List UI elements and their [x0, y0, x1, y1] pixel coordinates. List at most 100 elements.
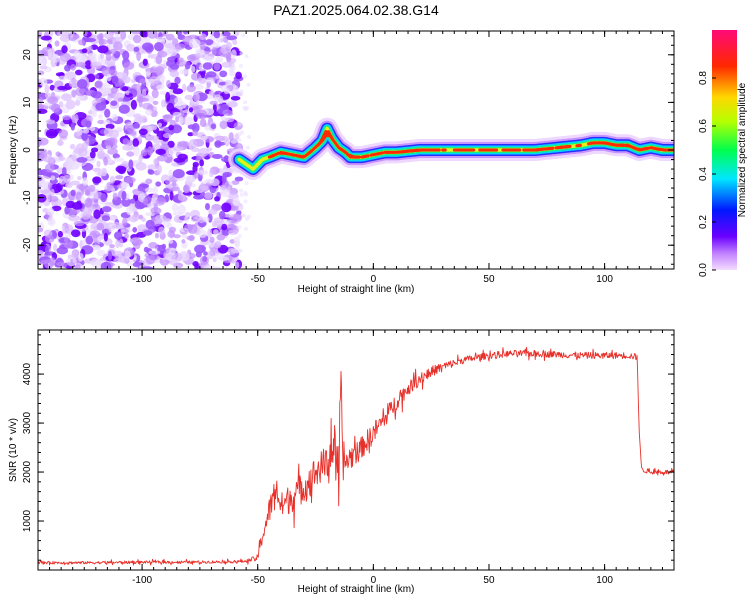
noise-point	[71, 250, 79, 260]
noise-point	[85, 120, 92, 128]
noise-point	[132, 214, 140, 222]
noise-point	[158, 226, 165, 235]
noise-point	[118, 104, 130, 114]
noise-point	[110, 215, 115, 221]
noise-point	[97, 171, 105, 177]
noise-point	[126, 151, 135, 157]
noise-point	[54, 40, 60, 47]
y-tick-label: 0	[22, 147, 33, 153]
noise-point	[190, 147, 200, 152]
noise-point	[237, 122, 242, 127]
noise-point	[96, 151, 104, 157]
noise-point	[222, 31, 231, 37]
noise-point	[199, 159, 205, 167]
noise-point	[162, 114, 174, 119]
noise-point	[69, 143, 76, 150]
noise-point	[244, 181, 249, 186]
noise-point	[237, 138, 242, 143]
noise-point	[70, 180, 80, 186]
noise-point	[232, 197, 240, 207]
colorbar-tick-label: 0.2	[698, 215, 709, 229]
y-tick-label: 10	[22, 96, 33, 108]
noise-point	[105, 53, 112, 61]
noise-point	[90, 258, 102, 268]
noise-point	[115, 175, 124, 180]
noise-point	[186, 170, 197, 175]
noise-point	[141, 217, 146, 222]
noise-point	[199, 118, 207, 128]
noise-point	[239, 192, 244, 197]
noise-point	[212, 154, 223, 159]
noise-point	[90, 61, 103, 70]
noise-point	[46, 207, 55, 216]
noise-point	[93, 245, 101, 251]
noise-point	[38, 182, 48, 188]
noise-point	[167, 140, 175, 148]
noise-point	[232, 39, 238, 46]
noise-point	[188, 138, 198, 149]
noise-point	[98, 37, 104, 46]
noise-point	[84, 60, 93, 70]
noise-point	[82, 177, 89, 186]
noise-point	[242, 74, 247, 79]
noise-point	[239, 89, 244, 94]
noise-point	[131, 79, 136, 84]
noise-point	[99, 257, 107, 262]
noise-point	[214, 196, 220, 202]
colorbar-gradient	[712, 30, 737, 270]
colorbar-ticks: 0.0 0.2 0.4 0.6 0.8	[698, 71, 716, 277]
noise-point	[110, 100, 118, 106]
noise-point	[205, 39, 214, 46]
noise-point	[230, 96, 241, 101]
x-tick-label: 0	[371, 274, 377, 285]
noise-point	[75, 69, 83, 76]
noise-point	[44, 259, 54, 269]
spectrogram-noise-scatter	[38, 31, 252, 269]
noise-point	[45, 234, 55, 243]
noise-point	[64, 64, 71, 72]
noise-point	[144, 109, 153, 116]
noise-point	[161, 99, 166, 108]
noise-point	[104, 108, 111, 118]
noise-point	[243, 199, 248, 204]
noise-point	[110, 87, 118, 94]
noise-point	[206, 77, 214, 83]
noise-point	[187, 132, 194, 137]
noise-point	[81, 212, 91, 220]
noise-point	[66, 257, 77, 267]
noise-point	[175, 115, 180, 123]
noise-point	[65, 183, 73, 189]
noise-point	[212, 257, 217, 263]
noise-point	[245, 217, 250, 221]
noise-point	[69, 174, 74, 181]
noise-point	[150, 85, 158, 90]
noise-point	[112, 250, 124, 260]
noise-point	[148, 76, 161, 85]
noise-point	[94, 74, 100, 79]
noise-point	[209, 100, 218, 105]
y-tick-label: 1000	[22, 509, 33, 532]
noise-point	[88, 52, 97, 59]
noise-point	[43, 156, 55, 163]
noise-point	[77, 175, 82, 181]
noise-point	[162, 133, 172, 139]
noise-point	[172, 111, 182, 117]
noise-point	[73, 220, 85, 227]
noise-point	[135, 162, 147, 171]
noise-point	[45, 128, 58, 139]
noise-point	[203, 265, 215, 269]
noise-point	[68, 214, 80, 222]
figure-title: PAZ1.2025.064.02.38.G14	[273, 2, 439, 18]
noise-point	[155, 197, 167, 205]
noise-point	[74, 99, 81, 106]
noise-point	[62, 115, 71, 121]
colorbar-label: Normalized spectral amplitude	[737, 82, 748, 217]
noise-point	[179, 69, 189, 75]
noise-point	[133, 146, 140, 157]
noise-point	[179, 227, 188, 233]
noise-point	[166, 148, 174, 158]
noise-point	[234, 261, 240, 269]
noise-point	[194, 171, 199, 179]
noise-point	[227, 229, 239, 236]
